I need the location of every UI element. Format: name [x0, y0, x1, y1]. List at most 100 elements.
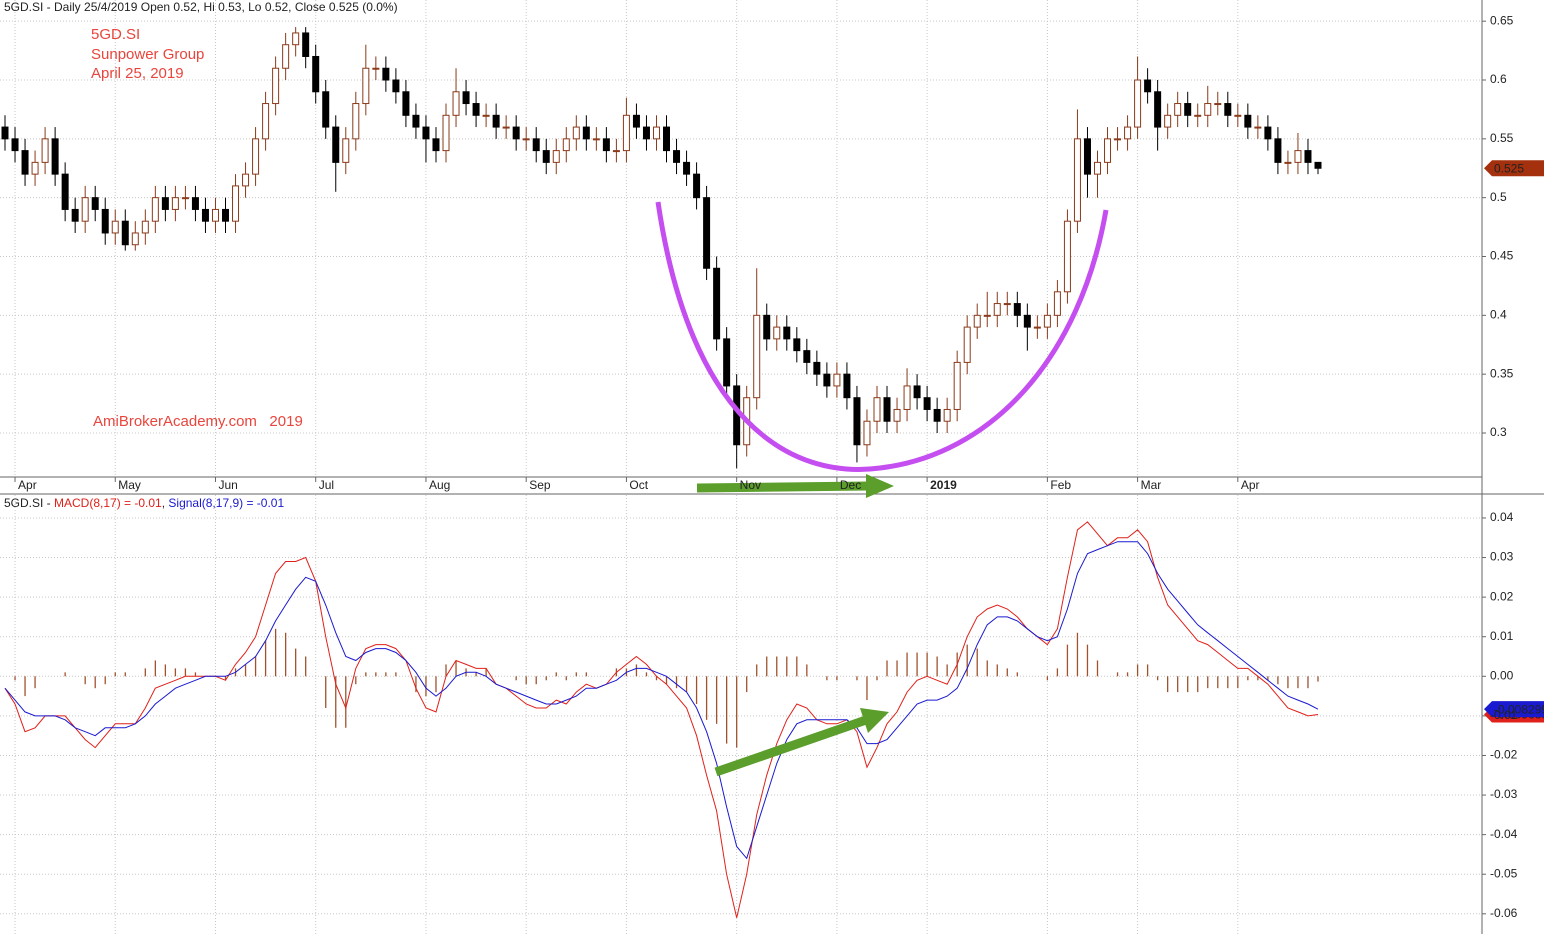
y-tick-label: 0.01	[1490, 629, 1514, 643]
candle-body	[1053, 291, 1061, 316]
candle-body	[1184, 103, 1192, 116]
candle-body	[11, 138, 19, 152]
annotation: 5GD.SI	[91, 26, 140, 43]
y-tick-label: 0.02	[1490, 589, 1514, 603]
candle-body	[422, 126, 430, 140]
x-tick-label: Apr	[1241, 478, 1260, 492]
candle-body	[342, 138, 350, 163]
candle-body	[1274, 138, 1282, 163]
marks-layer	[1, 27, 1322, 918]
candle-body	[382, 67, 390, 81]
candle-body	[242, 173, 250, 187]
y-tick-label: 0.45	[1490, 249, 1514, 263]
candle-body	[612, 150, 620, 153]
x-tick-label: Dec	[840, 478, 861, 492]
candle-body	[222, 208, 230, 222]
candle-body	[632, 114, 640, 128]
candle-body	[963, 326, 971, 363]
y-tick-label: 0.35	[1490, 366, 1514, 380]
y-tick-label: 0.6	[1490, 72, 1507, 86]
value-tag-label: 0.525	[1494, 161, 1524, 175]
candle-body	[1033, 326, 1041, 329]
candle-body	[201, 208, 209, 222]
candle-body	[1244, 114, 1252, 128]
legend-entry: Signal(8,17,9) = -0.01	[168, 496, 284, 510]
candle-body	[272, 67, 280, 105]
x-tick-label: Jul	[319, 478, 334, 492]
candle-body	[993, 303, 1001, 316]
candle-body	[462, 91, 470, 105]
title-part: 5GD.SI -	[4, 496, 54, 510]
candle-body	[512, 126, 520, 140]
candle-body	[1294, 150, 1302, 163]
candle-body	[232, 185, 240, 222]
candle-body	[442, 114, 450, 152]
candle-body	[31, 161, 39, 175]
candle-body	[131, 232, 139, 246]
candle-body	[292, 32, 300, 46]
line-series	[4, 521, 1319, 918]
y-tick-label: 0.55	[1490, 131, 1514, 145]
candle-body	[703, 197, 711, 269]
candle-body	[873, 397, 881, 422]
arrow-head	[860, 708, 889, 733]
candle-body	[151, 197, 159, 222]
candle-body	[983, 314, 991, 317]
candle-body	[402, 91, 410, 116]
x-tick-label: Mar	[1141, 478, 1162, 492]
annotation: Sunpower Group	[91, 46, 204, 63]
candle-body	[91, 197, 99, 210]
candle-body	[1264, 126, 1272, 140]
candle-body	[1284, 161, 1292, 164]
candle-body	[482, 114, 490, 117]
y-tick-label: 0.3	[1490, 425, 1507, 439]
y-tick-label: -0.04	[1490, 827, 1518, 841]
macd-title: 5GD.SI - MACD(8,17) = -0.01, Signal(8,17…	[4, 496, 284, 510]
y-tick-label: -0.03	[1490, 787, 1518, 801]
candle-body	[1083, 138, 1091, 175]
annotation: April 25, 2019	[91, 65, 184, 82]
chart-title: 5GD.SI - Daily 25/4/2019 Open 0.52, Hi 0…	[4, 0, 398, 14]
x-tick-label: Oct	[629, 478, 648, 492]
candle-body	[252, 138, 260, 175]
y-tick-label: 0.04	[1490, 510, 1514, 524]
candle-body	[1114, 138, 1122, 141]
candle-body	[332, 126, 340, 163]
candle-body	[723, 338, 731, 387]
candle-body	[582, 126, 590, 140]
candle-body	[602, 138, 610, 152]
candle-body	[211, 208, 219, 222]
line-series	[4, 541, 1319, 860]
candle-body	[71, 208, 79, 222]
value-tag-label: -0.008299	[1494, 702, 1544, 716]
y-tick-label: 0.65	[1490, 13, 1514, 27]
candle-body	[793, 338, 801, 352]
candle-body	[622, 114, 630, 152]
candle-body	[412, 114, 420, 128]
candle-body	[472, 103, 480, 116]
candle-body	[693, 173, 701, 199]
y-tick-label: -0.05	[1490, 866, 1518, 880]
candle-body	[973, 314, 981, 328]
candle-body	[833, 373, 841, 387]
candle-body	[111, 220, 119, 234]
candle-body	[51, 138, 59, 175]
candle-body	[903, 385, 911, 410]
legend-entry: MACD(8,17) = -0.01	[54, 496, 162, 510]
y-tick-label: -0.01	[1490, 708, 1518, 722]
candle-body	[552, 150, 560, 163]
candle-body	[392, 79, 400, 93]
candle-body	[81, 197, 89, 222]
candle-body	[1093, 161, 1101, 175]
candle-body	[432, 138, 440, 152]
x-tick-label: 2019	[930, 478, 957, 492]
y-tick-label: 0.5	[1490, 190, 1507, 204]
candle-body	[1, 126, 9, 140]
candle-body	[352, 103, 360, 140]
candle-body	[572, 126, 580, 140]
candle-body	[923, 397, 931, 410]
x-tick-label: May	[118, 478, 141, 492]
value-tag	[1484, 701, 1544, 718]
candle-body	[1304, 150, 1312, 163]
